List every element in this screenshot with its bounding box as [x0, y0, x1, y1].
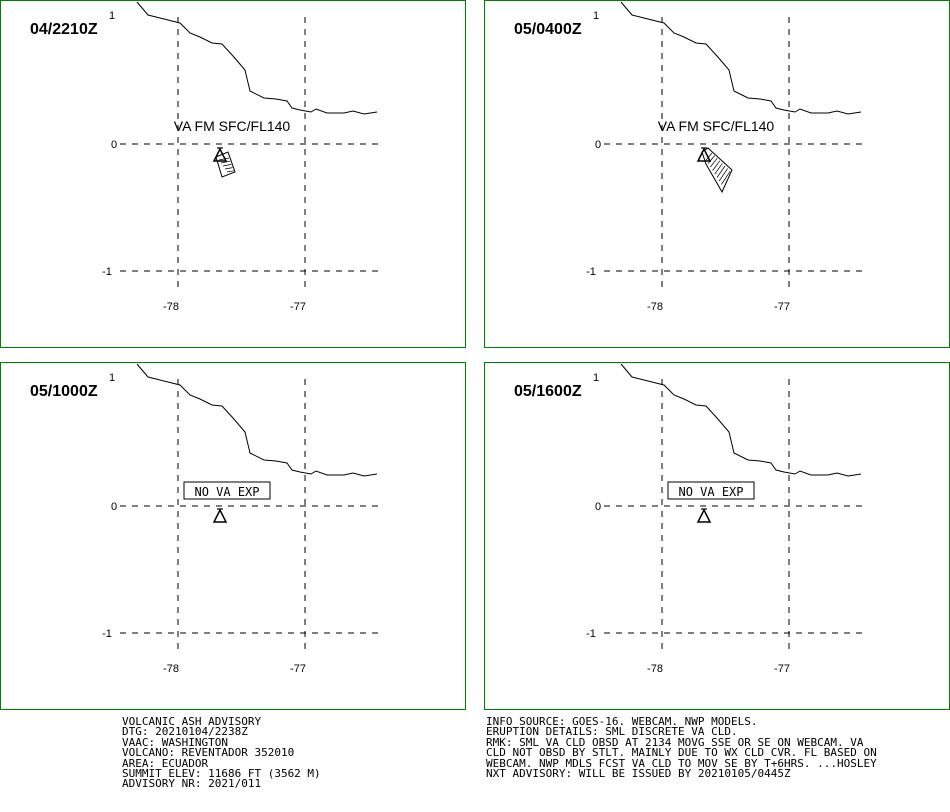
- forecast-panel-1: 1 0 -1 -78 -77 04/2210Z VA FM SFC/FL140: [0, 0, 466, 348]
- lon-tick-label: -78: [163, 301, 179, 313]
- header-line: AREA: ECUADOR: [122, 756, 209, 770]
- remarks-line: WEBCAM. NWP MDLS FCST VA CLD TO MOV SE B…: [486, 756, 877, 770]
- panel-frame: [0, 362, 466, 710]
- lat-tick-label: 0: [595, 139, 601, 151]
- remarks-line: INFO SOURCE: GOES-16. WEBCAM. NWP MODELS…: [486, 715, 758, 728]
- ash-hatch: [218, 157, 230, 161]
- no-va-box: [667, 481, 755, 500]
- lat-tick-label: 1: [593, 10, 599, 22]
- remarks-line: CLD NOT OBSD BY STLT. MAINLY DUE TO WX C…: [486, 746, 877, 760]
- lat-tick-label: 0: [595, 501, 601, 513]
- va-layer-label: VA FM SFC/FL140: [658, 118, 775, 134]
- coastline: [136, 1, 378, 115]
- lat-tick-label: -1: [586, 266, 596, 278]
- panel-frame: [484, 0, 950, 348]
- lat-tick-label: -1: [102, 628, 112, 640]
- volcano-icon: [212, 147, 228, 162]
- advisory-header-info: VOLCANIC ASH ADVISORY DTG: 20210104/2238Z…: [122, 715, 321, 791]
- no-va-box: [183, 481, 271, 500]
- coastline: [620, 363, 862, 477]
- ash-hatch: [716, 165, 726, 178]
- remarks-line: ERUPTION DETAILS: SML DISCRETE VA CLD.: [486, 725, 738, 739]
- lat-tick-label: 1: [109, 10, 115, 22]
- lon-tick-label: -77: [774, 663, 790, 675]
- lat-tick-label: -1: [586, 628, 596, 640]
- lon-tick-label: -77: [774, 301, 790, 313]
- lat-tick-label: 0: [111, 501, 117, 513]
- ash-hatch: [222, 164, 232, 167]
- lon-tick-label: -78: [647, 663, 663, 675]
- header-line: DTG: 20210104/2238Z: [122, 725, 248, 739]
- ash-hatch: [705, 152, 713, 161]
- header-line: VOLCANO: REVENTADOR 352010: [122, 746, 295, 760]
- valid-time-label: 04/2210Z: [30, 21, 98, 38]
- volcano-icon: [212, 508, 228, 523]
- lat-tick-label: 1: [593, 372, 599, 384]
- no-va-label: NO VA EXP: [678, 485, 743, 499]
- ash-hatch: [718, 168, 728, 182]
- panel-frame: [484, 362, 950, 710]
- remarks-line: NXT ADVISORY: WILL BE ISSUED BY 20210105…: [486, 767, 791, 781]
- no-va-label: NO VA EXP: [194, 485, 259, 499]
- ash-hatch: [224, 167, 233, 170]
- ash-hatch: [721, 171, 731, 185]
- ash-hatch: [220, 160, 231, 164]
- coastline: [136, 363, 378, 477]
- header-line: VOLCANIC ASH ADVISORY: [122, 715, 262, 728]
- lon-tick-label: -77: [290, 663, 306, 675]
- remarks-line: RMK: SML VA CLD OBSD AT 2134 MOVG SSE OR…: [486, 735, 864, 749]
- lon-tick-label: -78: [647, 301, 663, 313]
- forecast-panel-2: 1 0 -1 -78 -77 05/0400Z VA FM SFC/FL140: [484, 0, 950, 348]
- ash-hatch: [712, 160, 721, 171]
- ash-hatch: [710, 157, 718, 168]
- volcano-icon: [696, 147, 712, 162]
- panel-frame: [0, 0, 466, 348]
- ash-hatch: [714, 163, 723, 175]
- ash-cloud-area: [215, 151, 236, 178]
- header-line: VAAC: WASHINGTON: [122, 735, 228, 749]
- lon-tick-label: -78: [163, 663, 179, 675]
- header-line: SUMMIT ELEV: 11686 FT (3562 M): [122, 767, 321, 781]
- lat-tick-label: -1: [102, 266, 112, 278]
- ash-hatch: [226, 170, 234, 173]
- lon-tick-label: -77: [290, 301, 306, 313]
- valid-time-label: 05/1000Z: [30, 383, 98, 400]
- forecast-panel-3: 1 0 -1 -78 -77 05/1000Z NO VA EXP: [0, 362, 466, 710]
- advisory-remarks-info: INFO SOURCE: GOES-16. WEBCAM. NWP MODELS…: [486, 715, 877, 781]
- valid-time-label: 05/0400Z: [514, 21, 582, 38]
- ash-cloud-area: [701, 147, 733, 194]
- valid-time-label: 05/1600Z: [514, 383, 582, 400]
- lat-tick-label: 0: [111, 139, 117, 151]
- va-layer-label: VA FM SFC/FL140: [174, 118, 291, 134]
- forecast-panel-4: 1 0 -1 -78 -77 05/1600Z NO VA EXP: [484, 362, 950, 710]
- lat-tick-label: 1: [109, 372, 115, 384]
- ash-hatch: [707, 155, 715, 164]
- coastline: [620, 1, 862, 115]
- header-line: ADVISORY NR: 2021/011: [122, 777, 262, 791]
- volcano-icon: [696, 508, 712, 523]
